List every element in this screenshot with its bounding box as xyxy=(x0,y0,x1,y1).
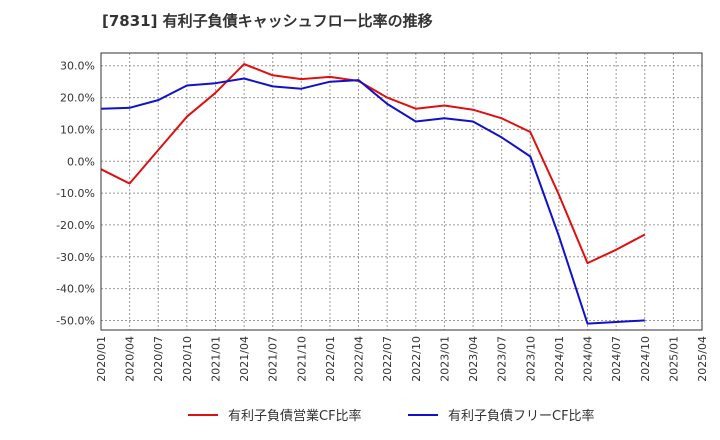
x-tick-label: 2020/01 xyxy=(95,336,108,382)
x-tick-label: 2021/10 xyxy=(295,336,308,382)
grid xyxy=(101,53,702,330)
x-tick-label: 2020/07 xyxy=(152,336,165,382)
x-tick-label: 2024/10 xyxy=(639,336,652,382)
y-tick-label: -20.0% xyxy=(56,219,95,232)
series-line-2 xyxy=(100,77,645,325)
x-tick-label: 2020/10 xyxy=(181,336,194,382)
x-tick-label: 2021/07 xyxy=(267,336,280,382)
x-tick-label: 2023/10 xyxy=(524,336,537,382)
x-tick-label: 2022/01 xyxy=(324,336,337,382)
y-tick-label: -30.0% xyxy=(56,251,95,264)
y-tick-label: -40.0% xyxy=(56,283,95,296)
plot-frame xyxy=(100,52,703,331)
y-tick-label: -10.0% xyxy=(56,187,95,200)
x-tick-label: 2023/07 xyxy=(496,336,509,382)
x-tick-label: 2023/01 xyxy=(438,336,451,382)
x-tick-label: 2022/04 xyxy=(353,336,366,382)
y-tick-label: 30.0% xyxy=(60,60,95,73)
series-line-1 xyxy=(100,63,646,265)
x-axis: 2020/01 2020/04 2020/07 2020/10 2021/01 2021/… xyxy=(95,336,709,382)
x-tick-label: 2023/04 xyxy=(467,336,480,382)
x-tick-label: 2020/04 xyxy=(124,336,137,382)
y-axis: 30.0% 20.0% 10.0% 0.0% -10.0% -20.0% -30.0% -40… xyxy=(56,60,95,328)
x-tick-label: 2021/04 xyxy=(238,336,251,382)
x-tick-label: 2024/07 xyxy=(610,336,623,382)
y-tick-label: 20.0% xyxy=(60,92,95,105)
x-tick-label: 2022/07 xyxy=(381,336,394,382)
x-tick-label: 2024/01 xyxy=(553,336,566,382)
legend-label-1: 有利子負債営業CF比率 xyxy=(228,408,362,424)
x-tick-label: 2021/01 xyxy=(209,336,222,382)
x-tick-label: 2025/01 xyxy=(667,336,680,382)
y-tick-label: 10.0% xyxy=(60,123,95,136)
chart-title: [7831] 有利子負債キャッシュフロー比率の推移 xyxy=(102,12,433,30)
legend: 有利子負債営業CF比率 有利子負債フリーCF比率 xyxy=(188,408,595,424)
x-tick-label: 2022/10 xyxy=(410,336,423,382)
series-lines xyxy=(100,63,646,325)
x-tick-label: 2024/04 xyxy=(582,336,595,382)
legend-label-2: 有利子負債フリーCF比率 xyxy=(448,408,595,424)
y-tick-label: -50.0% xyxy=(56,314,95,327)
x-tick-label: 2025/04 xyxy=(696,336,709,382)
y-tick-label: 0.0% xyxy=(67,155,95,168)
